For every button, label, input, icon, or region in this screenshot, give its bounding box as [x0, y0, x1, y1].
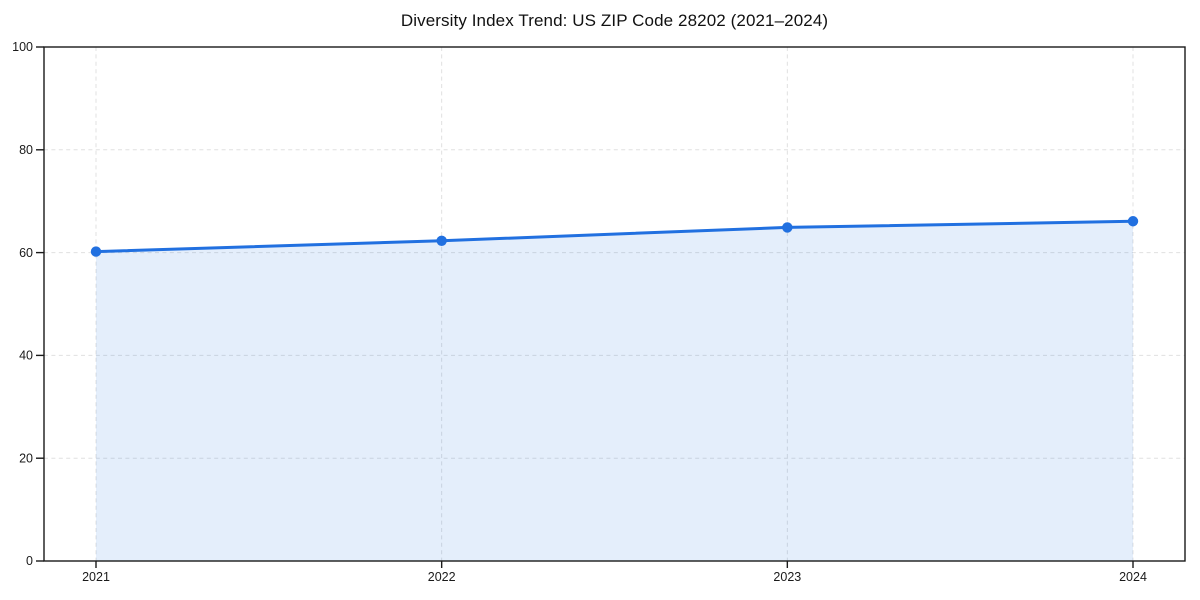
y-axis-tick-label: 0: [26, 554, 33, 568]
y-axis-tick-label: 100: [12, 40, 33, 54]
chart-title: Diversity Index Trend: US ZIP Code 28202…: [400, 11, 829, 30]
x-axis-tick-label: 2021: [82, 570, 110, 584]
data-point-marker: [90, 246, 102, 257]
x-axis-tick-label: 2024: [1119, 570, 1147, 584]
trend-line: [94, 219, 1135, 254]
data-point-marker: [1127, 216, 1139, 227]
x-axis-tick-label: 2022: [428, 570, 456, 584]
axes-spines: [43, 46, 1186, 562]
x-axis-tick-label: 2023: [773, 570, 801, 584]
area-fill: [96, 221, 1133, 561]
data-point-marker: [436, 235, 447, 246]
y-axis-tick-label: 40: [19, 349, 33, 363]
y-axis-tick-label: 60: [19, 246, 33, 260]
data-point-marker: [782, 222, 793, 233]
y-axis-tick-label: 80: [19, 143, 33, 157]
y-axis-tick-label: 20: [19, 451, 33, 465]
